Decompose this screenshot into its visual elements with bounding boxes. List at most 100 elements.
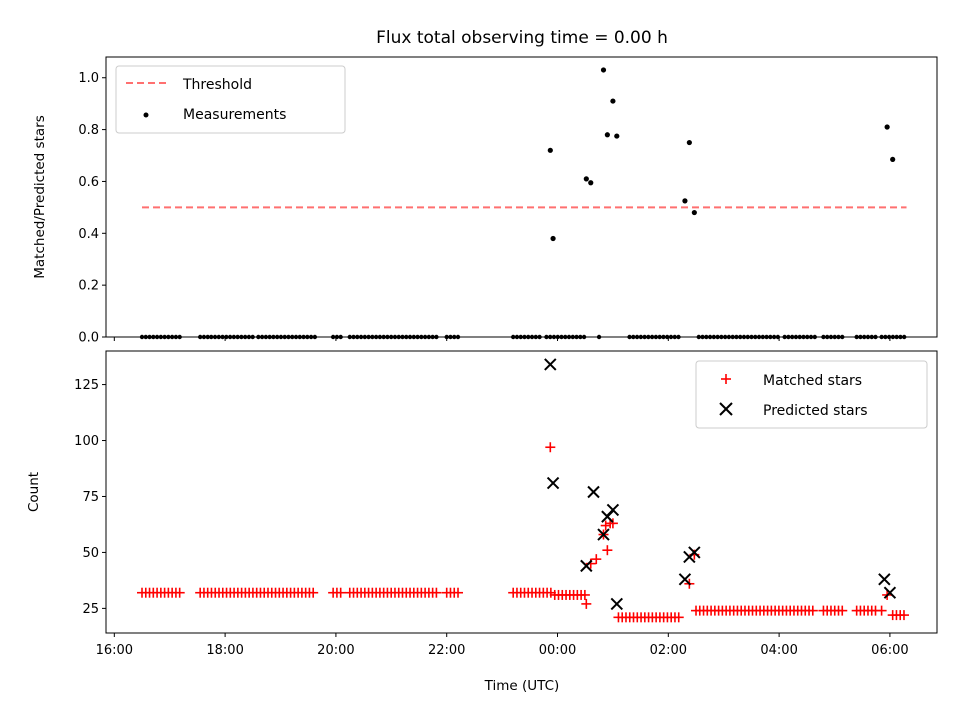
predicted-star-marker [678,573,692,586]
measurement-point [764,334,769,340]
bottom-x-tick-label: 02:00 [650,643,687,658]
measurement-point [338,334,343,340]
measurement-point [676,334,681,340]
bottom-x-tick-label: 16:00 [96,643,133,658]
measurement-point [832,334,837,340]
measurement-point [854,334,859,340]
measurement-point [858,334,863,340]
bottom-y-tick-label: 75 [82,490,99,505]
measurement-point [400,334,405,340]
measurement-point [293,334,299,340]
measurement-point [452,334,457,340]
measurement-point [719,334,724,340]
measurement-point [404,334,409,340]
measurement-point [753,334,758,340]
measurement-point [775,334,781,340]
measurement-point [749,334,754,340]
measurement-point [362,334,368,340]
measurement-point [668,334,674,340]
measurement-point [890,334,896,340]
measurement-point [588,180,594,186]
measurement-point [278,334,284,340]
measurement-point [286,334,291,340]
measurement-point [642,334,647,340]
measurement-point [246,334,252,340]
measurement-point [898,334,903,340]
measurement-point [890,156,896,163]
measurement-point [672,334,677,340]
measurement-point [297,334,302,340]
measurement-point [256,334,261,340]
measurement-point [604,132,610,138]
measurement-point [173,334,179,340]
measurement-point [627,334,632,340]
predicted-star-marker [544,358,557,371]
predicted-star-marker [597,528,610,541]
measurement-point [653,334,659,340]
measurement-point [415,334,420,340]
measurement-point [821,334,826,340]
measurement-point [771,334,777,340]
measurement-point [154,334,160,340]
measurement-point [242,334,248,340]
measurement-point [646,334,651,340]
measurement-point [388,334,394,340]
measurement-point [330,334,336,340]
measurement-point [301,334,306,340]
predicted-star-marker [610,597,623,611]
measurement-point [455,334,461,340]
measurement-point [209,334,214,340]
measurement-point [691,209,697,216]
measurement-point [544,334,549,340]
measurement-point [801,334,806,340]
measurement-point [224,334,229,340]
measurement-point [551,334,557,340]
matched-star-marker [579,589,590,600]
bottom-legend: Matched stars Predicted stars [695,360,928,429]
bottom-y-tick-label: 25 [82,602,99,617]
measurement-point [392,334,398,340]
matched-star-marker [431,587,442,598]
measurement-point [166,334,171,340]
measurement-point [760,334,766,340]
measurement-point [902,334,907,340]
measurement-point [555,334,560,340]
matched-star-marker [876,605,887,616]
measurement-point [430,334,435,340]
top-plot: 0.0 0.2 0.4 0.6 0.8 1.0 [78,56,938,346]
measurement-point [366,334,371,340]
bottom-y-tick-label: 125 [74,378,99,393]
bottom-axes-frame [105,350,938,634]
bottom-x-tick-label: 20:00 [317,643,354,658]
matched-star-marker [545,442,556,453]
measurement-point [614,133,620,139]
measurement-point [741,334,747,340]
matched-star-marker [453,587,464,598]
predicted-star-marker [580,559,593,573]
measurement-point [547,147,553,153]
measurement-point [707,334,713,340]
measurement-point [522,334,527,340]
legend-predicted-swatch [719,402,733,416]
legend-threshold-label: Threshold [182,77,252,93]
measurement-point [879,334,884,340]
measurement-point [865,334,871,340]
measurement-point [267,334,272,340]
measurement-point [782,334,787,340]
measurement-point [570,334,576,340]
matched-star-marker [174,587,185,598]
measurement-point [711,334,717,340]
measurement-point [812,334,817,340]
measurement-point [373,334,379,340]
measurement-point [290,334,295,340]
measurement-point [197,334,203,340]
measurement-point [869,334,874,340]
measurement-point [797,334,802,340]
top-y-axis-label: Matched/Predicted stars [32,115,48,278]
measurement-point [308,334,314,340]
matched-star-marker [807,605,818,616]
bottom-y-tick-label: 100 [74,434,99,449]
chart-title: Flux total observing time = 0.00 h [376,28,668,48]
measurement-point [610,98,616,104]
measurement-point [235,334,240,340]
